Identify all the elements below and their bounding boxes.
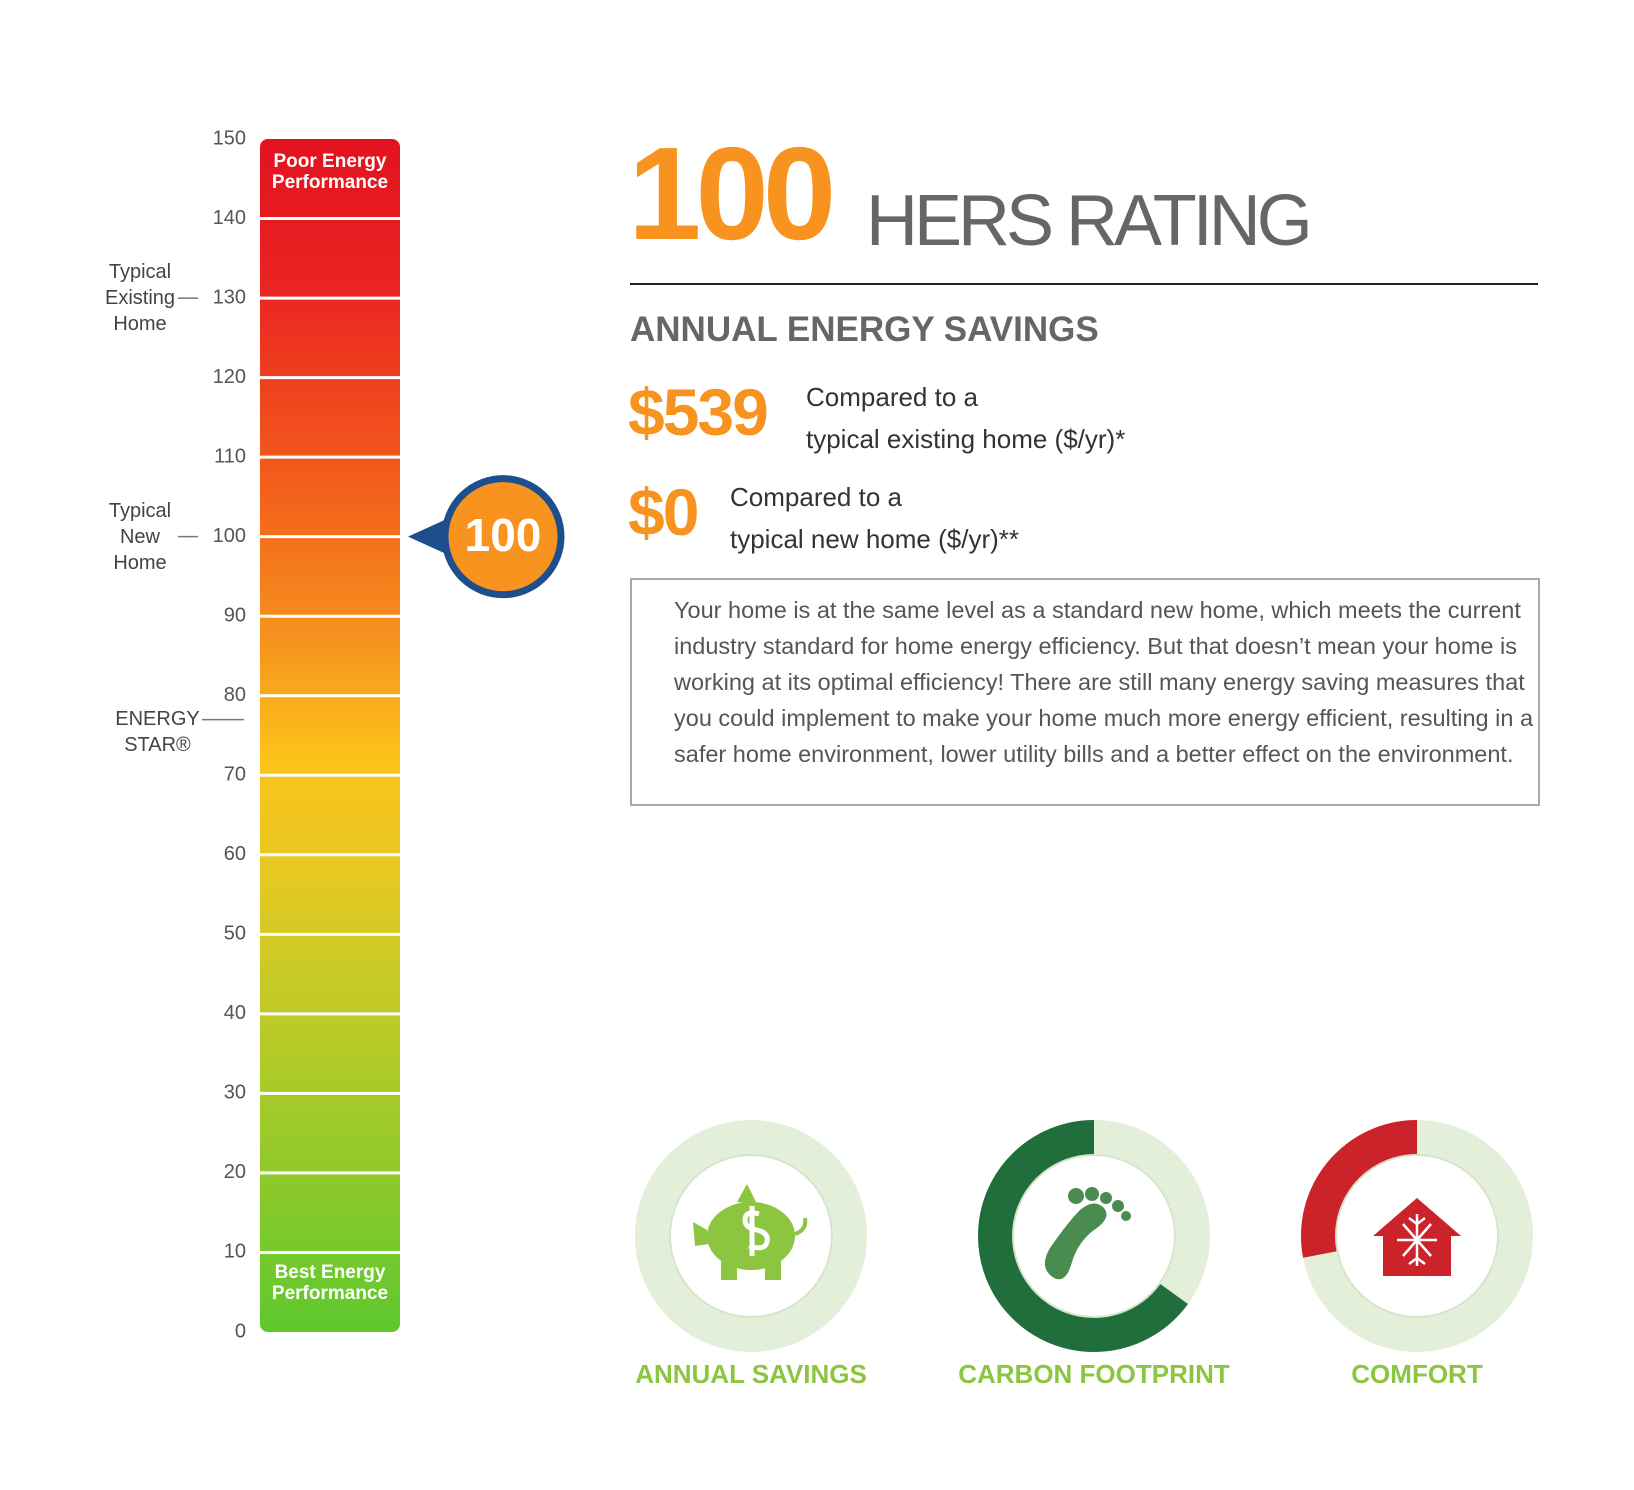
y-tick-label: 10 <box>224 1241 246 1263</box>
icon-part <box>721 1256 737 1280</box>
annotation-label: Typical Existing Home <box>104 261 176 336</box>
marker-label: 100 <box>465 509 542 561</box>
gauge-inner-edge <box>669 1154 833 1318</box>
y-tick-label: 70 <box>224 764 246 786</box>
icon-part <box>765 1256 781 1280</box>
gauge-inner-edge <box>1335 1154 1499 1318</box>
annotation-label: ENERGY STAR® <box>115 707 200 756</box>
gauge-track <box>635 1120 867 1352</box>
y-tick-label: 0 <box>235 1320 246 1342</box>
y-tick-label: 140 <box>213 207 246 229</box>
y-tick-label: 40 <box>224 1002 246 1024</box>
marker <box>441 475 565 599</box>
gauge-arc <box>978 1120 1210 1352</box>
savings-text: Compared to a typical new home ($/yr)** <box>730 476 1019 560</box>
icon-part <box>1068 1188 1084 1204</box>
gauge-inner-edge <box>1012 1154 1176 1318</box>
icon-part <box>742 1206 770 1256</box>
y-tick-label: 100 <box>213 525 246 547</box>
savings-amount: $0 <box>628 475 699 549</box>
rating-label: HERS RATING <box>866 181 1313 261</box>
icon-part <box>1397 1214 1437 1266</box>
y-tick-label: 20 <box>224 1161 246 1183</box>
scale-bar <box>260 139 400 1332</box>
text-line: Compared to a <box>730 482 902 512</box>
y-tick-label: 130 <box>213 286 246 308</box>
gauge-label: ANNUAL SAVINGS <box>635 1359 867 1389</box>
gauge-label: CARBON FOOTPRINT <box>958 1359 1230 1389</box>
y-tick-label: 110 <box>214 445 246 467</box>
comfort-icon <box>1373 1198 1461 1276</box>
footprint-icon <box>1044 1187 1131 1280</box>
y-tick-label: 30 <box>224 1082 246 1104</box>
text-line: typical new home ($/yr)** <box>730 524 1019 554</box>
savings-title: ANNUAL ENERGY SAVINGS <box>630 310 1099 349</box>
text-line: Compared to a <box>806 382 978 412</box>
text-line: typical existing home ($/yr)* <box>806 424 1126 454</box>
piggy-icon <box>693 1184 808 1280</box>
top-band-label: Poor Energy Performance <box>271 151 389 193</box>
icon-part <box>693 1222 709 1246</box>
annotation-label: Typical New Home <box>108 499 172 574</box>
icon-part <box>794 1217 808 1236</box>
rating-value: 100 <box>628 120 836 267</box>
y-tick-label: 50 <box>224 923 246 945</box>
icon-part <box>1121 1211 1131 1221</box>
y-tick-label: 80 <box>224 684 246 706</box>
gauge-arc <box>1301 1120 1533 1352</box>
y-tick-label: 60 <box>224 843 246 865</box>
icon-part <box>737 1184 757 1204</box>
icon-part <box>1044 1203 1107 1280</box>
divider <box>630 283 1538 285</box>
y-tick-label: 90 <box>224 604 246 626</box>
y-tick-label: 150 <box>213 127 246 149</box>
icon-part <box>1100 1192 1112 1204</box>
savings-text: Compared to a typical existing home ($/y… <box>806 376 1125 460</box>
icon-part <box>1112 1200 1124 1212</box>
icon-part <box>1085 1187 1099 1201</box>
bottom-band-label: Best Energy Performance <box>271 1262 389 1305</box>
description: Your home is at the same level as a stan… <box>630 578 1540 806</box>
savings-amount: $539 <box>628 375 769 449</box>
y-tick-label: 120 <box>213 366 246 388</box>
gauge-label: COMFORT <box>1351 1359 1483 1389</box>
